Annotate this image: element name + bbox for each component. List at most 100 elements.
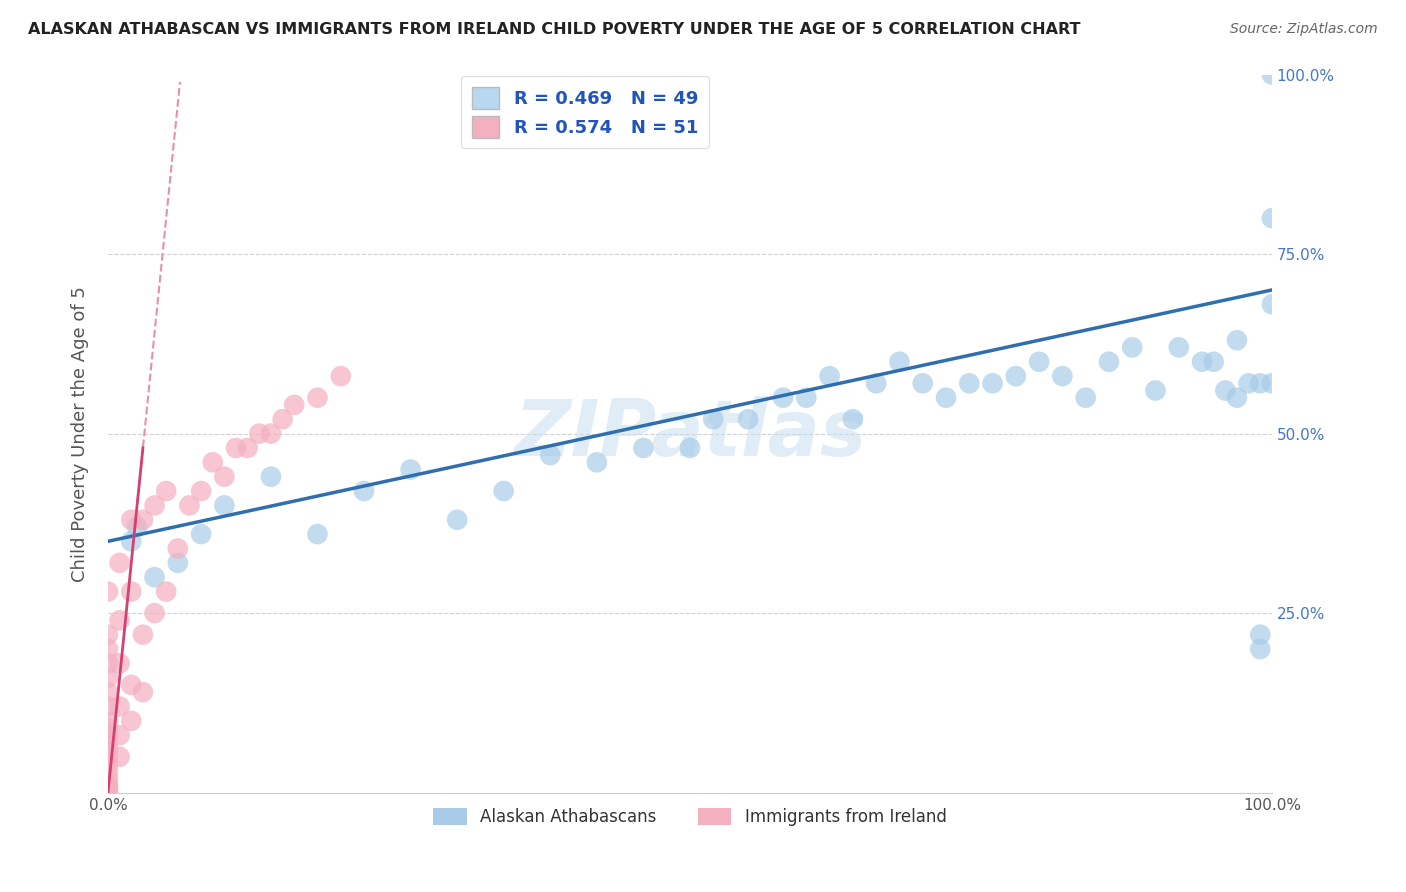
Point xyxy=(283,398,305,412)
Point xyxy=(97,584,120,599)
Point xyxy=(1226,391,1249,405)
Point xyxy=(957,376,980,391)
Point xyxy=(225,441,247,455)
Point xyxy=(143,606,166,620)
Text: ALASKAN ATHABASCAN VS IMMIGRANTS FROM IRELAND CHILD POVERTY UNDER THE AGE OF 5 C: ALASKAN ATHABASCAN VS IMMIGRANTS FROM IR… xyxy=(28,22,1081,37)
Point xyxy=(702,412,724,426)
Point xyxy=(1249,628,1271,642)
Point xyxy=(818,369,841,384)
Point xyxy=(1121,340,1143,354)
Point xyxy=(143,570,166,584)
Point xyxy=(166,541,188,556)
Point xyxy=(1098,355,1121,369)
Point xyxy=(865,376,887,391)
Point xyxy=(353,483,375,498)
Point xyxy=(1237,376,1260,391)
Point xyxy=(1005,369,1028,384)
Point xyxy=(399,462,422,476)
Point xyxy=(260,426,283,441)
Text: ZIPatlas: ZIPatlas xyxy=(513,395,866,472)
Point xyxy=(538,448,561,462)
Point xyxy=(97,685,120,699)
Point xyxy=(97,735,120,749)
Point xyxy=(1261,297,1284,311)
Point xyxy=(97,699,120,714)
Point xyxy=(97,786,120,800)
Point xyxy=(1074,391,1097,405)
Point xyxy=(108,556,131,570)
Point xyxy=(1261,68,1284,82)
Legend: Alaskan Athabascans, Immigrants from Ireland: Alaskan Athabascans, Immigrants from Ire… xyxy=(425,800,955,835)
Point xyxy=(935,391,957,405)
Point xyxy=(97,671,120,685)
Point xyxy=(1261,376,1284,391)
Point xyxy=(97,642,120,657)
Point xyxy=(97,764,120,778)
Point xyxy=(97,779,120,793)
Point xyxy=(585,455,607,469)
Point xyxy=(120,513,142,527)
Point xyxy=(155,584,177,599)
Point xyxy=(236,441,259,455)
Point xyxy=(737,412,759,426)
Point xyxy=(97,756,120,771)
Point xyxy=(132,685,155,699)
Point xyxy=(108,728,131,742)
Point xyxy=(120,678,142,692)
Point xyxy=(981,376,1004,391)
Point xyxy=(911,376,934,391)
Point xyxy=(1226,333,1249,347)
Point xyxy=(492,483,515,498)
Point xyxy=(97,721,120,735)
Point xyxy=(97,786,120,800)
Point xyxy=(97,749,120,764)
Point xyxy=(214,469,236,483)
Text: Source: ZipAtlas.com: Source: ZipAtlas.com xyxy=(1230,22,1378,37)
Point xyxy=(1215,384,1237,398)
Point xyxy=(446,513,468,527)
Point xyxy=(889,355,911,369)
Y-axis label: Child Poverty Under the Age of 5: Child Poverty Under the Age of 5 xyxy=(72,285,89,582)
Point xyxy=(108,699,131,714)
Point xyxy=(307,527,329,541)
Point xyxy=(97,728,120,742)
Point xyxy=(179,499,201,513)
Point xyxy=(97,714,120,728)
Point xyxy=(108,749,131,764)
Point xyxy=(1167,340,1189,354)
Point xyxy=(97,657,120,671)
Point xyxy=(271,412,294,426)
Point xyxy=(794,391,817,405)
Point xyxy=(1144,384,1167,398)
Point xyxy=(1191,355,1213,369)
Point xyxy=(1249,642,1271,657)
Point xyxy=(132,628,155,642)
Point xyxy=(108,657,131,671)
Point xyxy=(201,455,224,469)
Point xyxy=(108,613,131,627)
Point xyxy=(772,391,794,405)
Point xyxy=(120,714,142,728)
Point xyxy=(155,483,177,498)
Point xyxy=(190,527,212,541)
Point xyxy=(120,534,142,549)
Point xyxy=(247,426,270,441)
Point xyxy=(1261,211,1284,226)
Point xyxy=(329,369,352,384)
Point xyxy=(1202,355,1225,369)
Point xyxy=(166,556,188,570)
Point xyxy=(190,483,212,498)
Point xyxy=(97,628,120,642)
Point xyxy=(1052,369,1074,384)
Point xyxy=(120,584,142,599)
Point xyxy=(842,412,865,426)
Point xyxy=(97,742,120,756)
Point xyxy=(214,499,236,513)
Point xyxy=(97,772,120,786)
Point xyxy=(633,441,655,455)
Point xyxy=(307,391,329,405)
Point xyxy=(127,520,149,534)
Point xyxy=(97,779,120,793)
Point xyxy=(679,441,702,455)
Point xyxy=(1028,355,1050,369)
